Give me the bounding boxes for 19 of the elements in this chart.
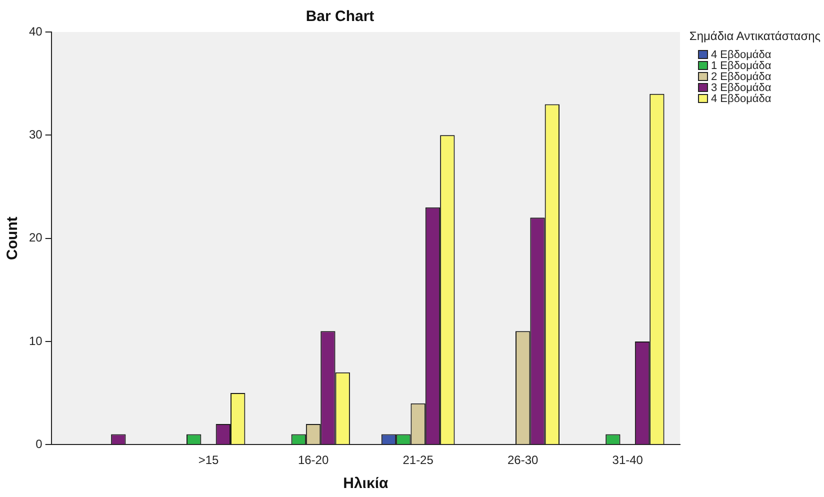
x-tick-label: 26-30 [507, 453, 539, 468]
y-tick-label: 20 [28, 230, 43, 245]
legend-label: 1 Εβδομάδα [711, 60, 772, 72]
legend-label: 4 Εβδομάδα [711, 92, 772, 104]
y-axis-title: Count [4, 216, 22, 260]
x-axis-title: Ηλικία [343, 475, 389, 492]
chart-title: Bar Chart [306, 8, 374, 26]
legend-label: 4 Εβδομάδα [711, 48, 772, 60]
y-tick-label: 30 [28, 127, 43, 142]
legend-title: Σημάδια Αντικατάστασης [688, 29, 822, 43]
legend-label: 2 Εβδομάδα [711, 70, 772, 82]
y-tick-label: 10 [28, 334, 43, 348]
y-tick-label: 0 [36, 436, 43, 451]
legend-label: 3 Εβδομάδα [711, 82, 772, 94]
x-tick-label: >15 [198, 453, 220, 468]
x-tick-label: 16-20 [298, 453, 329, 468]
x-tick-label: 31-40 [612, 453, 644, 468]
y-tick-label: 40 [28, 24, 43, 38]
x-tick-label: 21-25 [402, 453, 434, 468]
